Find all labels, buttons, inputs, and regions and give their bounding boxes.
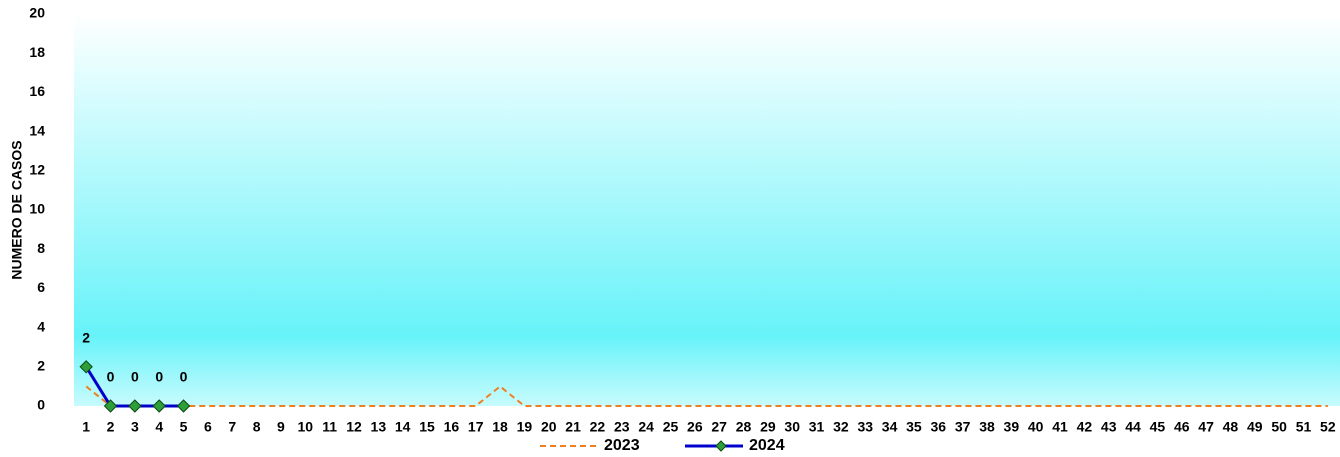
- x-tick-label: 21: [565, 419, 581, 435]
- x-tick-label: 10: [297, 419, 313, 435]
- x-tick-label: 39: [1004, 419, 1020, 435]
- x-tick-label: 22: [590, 419, 606, 435]
- x-tick-label: 4: [155, 419, 163, 435]
- data-label: 0: [180, 369, 188, 385]
- x-tick-label: 41: [1052, 419, 1068, 435]
- x-tick-label: 11: [322, 419, 337, 435]
- y-tick-label: 16: [29, 83, 45, 99]
- x-tick-label: 15: [419, 419, 435, 435]
- x-tick-label: 37: [955, 419, 971, 435]
- marker: [79, 360, 93, 374]
- marker: [176, 399, 191, 413]
- legend-marker: [715, 440, 727, 452]
- x-tick-label: 18: [492, 419, 508, 435]
- x-tick-label: 24: [638, 419, 654, 435]
- x-tick-label: 48: [1223, 419, 1239, 435]
- x-tick-label: 45: [1150, 419, 1166, 435]
- x-tick-label: 51: [1296, 419, 1312, 435]
- data-label: 2: [82, 330, 90, 346]
- x-tick-label: 32: [833, 419, 849, 435]
- x-tick-label: 2: [107, 419, 115, 435]
- x-tick-label: 13: [371, 419, 387, 435]
- x-tick-label: 12: [346, 419, 362, 435]
- y-tick-label: 2: [37, 358, 45, 374]
- x-tick-label: 16: [444, 419, 460, 435]
- data-label: 0: [131, 369, 139, 385]
- y-tick-label: 20: [29, 5, 45, 21]
- plot-area: [74, 14, 1340, 406]
- y-tick-label: 14: [29, 122, 45, 138]
- x-tick-label: 1: [82, 419, 90, 435]
- x-tick-label: 43: [1101, 419, 1117, 435]
- x-tick-label: 46: [1174, 419, 1190, 435]
- x-tick-label: 19: [517, 419, 533, 435]
- x-tick-label: 38: [979, 419, 995, 435]
- legend-label: 2023: [604, 437, 640, 454]
- x-tick-label: 20: [541, 419, 557, 435]
- x-tick-label: 40: [1028, 419, 1044, 435]
- x-tick-label: 31: [809, 419, 825, 435]
- x-tick-label: 17: [468, 419, 484, 435]
- x-tick-label: 9: [277, 419, 285, 435]
- y-tick-label: 4: [37, 318, 45, 334]
- x-tick-label: 52: [1320, 419, 1336, 435]
- x-tick-label: 42: [1077, 419, 1093, 435]
- y-axis-title: NUMERO DE CASOS: [9, 140, 25, 279]
- y-tick-label: 18: [29, 44, 45, 60]
- x-tick-label: 3: [131, 419, 139, 435]
- marker: [128, 399, 142, 413]
- y-tick-label: 12: [29, 162, 45, 178]
- x-tick-label: 14: [395, 419, 411, 435]
- data-label: 0: [155, 369, 163, 385]
- x-tick-label: 27: [711, 419, 727, 435]
- x-tick-label: 23: [614, 419, 630, 435]
- x-tick-label: 25: [663, 419, 679, 435]
- legend-label: 2024: [749, 437, 785, 454]
- x-tick-label: 34: [882, 419, 898, 435]
- data-label: 0: [107, 369, 115, 385]
- x-tick-label: 47: [1198, 419, 1214, 435]
- x-tick-label: 50: [1271, 419, 1287, 435]
- x-tick-label: 35: [906, 419, 922, 435]
- x-tick-label: 30: [784, 419, 800, 435]
- x-tick-label: 7: [228, 419, 236, 435]
- x-tick-label: 49: [1247, 419, 1263, 435]
- marker: [103, 399, 118, 413]
- x-tick-label: 5: [180, 419, 188, 435]
- x-tick-label: 44: [1125, 419, 1141, 435]
- x-tick-label: 36: [930, 419, 946, 435]
- series-line: [85, 385, 1328, 407]
- x-tick-label: 28: [736, 419, 752, 435]
- x-tick-label: 8: [253, 419, 261, 435]
- x-tick-label: 26: [687, 419, 703, 435]
- y-tick-label: 6: [37, 279, 45, 295]
- marker: [152, 399, 166, 413]
- y-tick-label: 0: [37, 397, 45, 413]
- x-tick-label: 33: [857, 419, 873, 435]
- x-tick-label: 29: [760, 419, 776, 435]
- x-tick-label: 6: [204, 419, 212, 435]
- y-tick-label: 10: [29, 201, 45, 217]
- y-tick-label: 8: [37, 240, 45, 256]
